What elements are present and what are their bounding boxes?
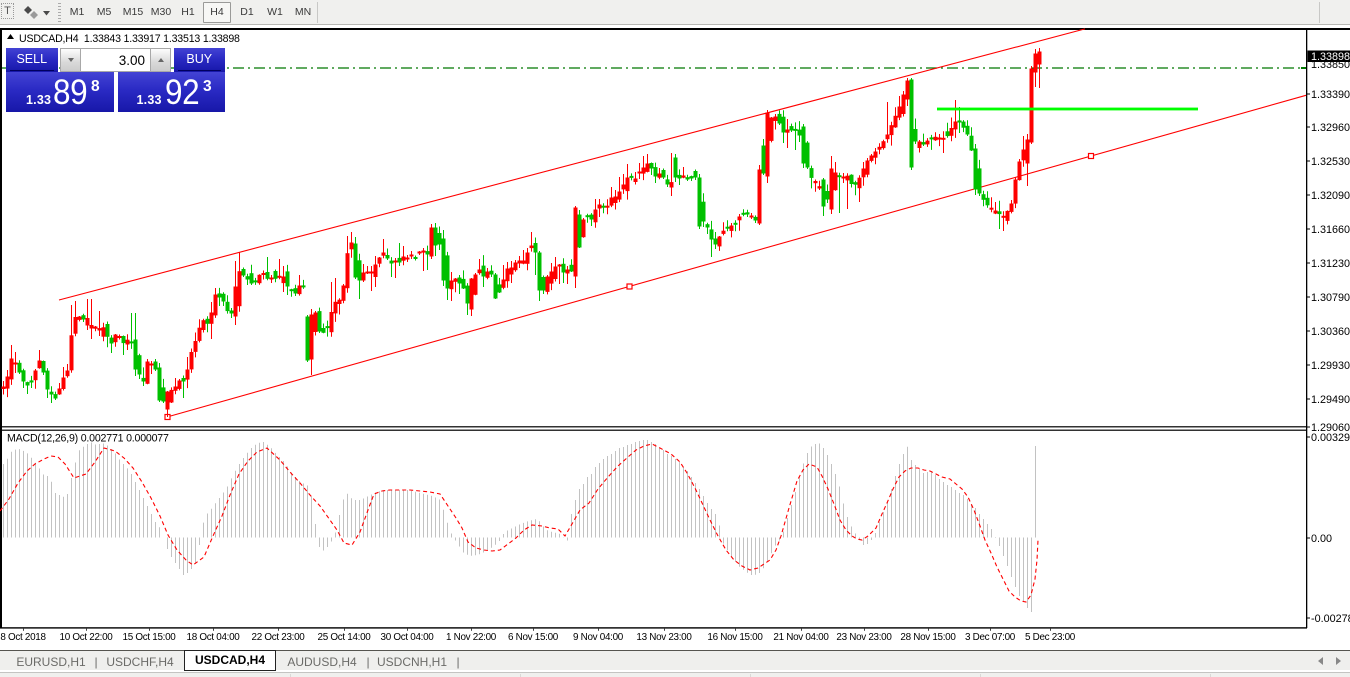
svg-text:1.32530: 1.32530 bbox=[1311, 156, 1350, 168]
svg-text:18 Oct 04:00: 18 Oct 04:00 bbox=[187, 632, 241, 643]
svg-text:1.31660: 1.31660 bbox=[1311, 224, 1350, 236]
svg-text:MACD(12,26,9) 0.002771 0.00007: MACD(12,26,9) 0.002771 0.000077 bbox=[7, 433, 169, 445]
svg-text:8 Oct 2018: 8 Oct 2018 bbox=[0, 632, 46, 643]
svg-text:1.29490: 1.29490 bbox=[1311, 394, 1350, 406]
svg-text:1.33898: 1.33898 bbox=[1311, 51, 1350, 63]
svg-text:1.32960: 1.32960 bbox=[1311, 122, 1350, 134]
svg-text:1.30360: 1.30360 bbox=[1311, 326, 1350, 338]
svg-text:21 Nov 04:00: 21 Nov 04:00 bbox=[773, 632, 829, 643]
svg-text:9 Nov 04:00: 9 Nov 04:00 bbox=[573, 632, 624, 643]
svg-text:1.29060: 1.29060 bbox=[1311, 422, 1350, 434]
svg-text:5 Dec 23:00: 5 Dec 23:00 bbox=[1025, 632, 1076, 643]
svg-text:25 Oct 14:00: 25 Oct 14:00 bbox=[318, 632, 372, 643]
svg-text:3 Dec 07:00: 3 Dec 07:00 bbox=[965, 632, 1016, 643]
svg-text:-0.002787: -0.002787 bbox=[1311, 613, 1350, 625]
svg-text:0.00: 0.00 bbox=[1311, 533, 1332, 545]
svg-text:13 Nov 23:00: 13 Nov 23:00 bbox=[636, 632, 692, 643]
svg-text:USDCAD,H4 1.33843 1.33917 1.3: USDCAD,H4 1.33843 1.33917 1.33513 1.3389… bbox=[19, 33, 240, 45]
svg-text:1.30790: 1.30790 bbox=[1311, 292, 1350, 304]
svg-text:28 Nov 15:00: 28 Nov 15:00 bbox=[900, 632, 956, 643]
svg-text:1.29930: 1.29930 bbox=[1311, 360, 1350, 372]
svg-text:6 Nov 15:00: 6 Nov 15:00 bbox=[508, 632, 559, 643]
svg-text:1.33390: 1.33390 bbox=[1311, 89, 1350, 101]
svg-text:15 Oct 15:00: 15 Oct 15:00 bbox=[123, 632, 177, 643]
svg-text:0.003292: 0.003292 bbox=[1311, 432, 1350, 444]
svg-text:30 Oct 04:00: 30 Oct 04:00 bbox=[381, 632, 435, 643]
svg-text:10 Oct 22:00: 10 Oct 22:00 bbox=[60, 632, 114, 643]
svg-text:23 Nov 23:00: 23 Nov 23:00 bbox=[836, 632, 892, 643]
svg-text:1.31230: 1.31230 bbox=[1311, 258, 1350, 270]
svg-text:1.32090: 1.32090 bbox=[1311, 190, 1350, 202]
svg-text:16 Nov 15:00: 16 Nov 15:00 bbox=[707, 632, 763, 643]
svg-text:1 Nov 22:00: 1 Nov 22:00 bbox=[446, 632, 497, 643]
svg-text:22 Oct 23:00: 22 Oct 23:00 bbox=[252, 632, 306, 643]
